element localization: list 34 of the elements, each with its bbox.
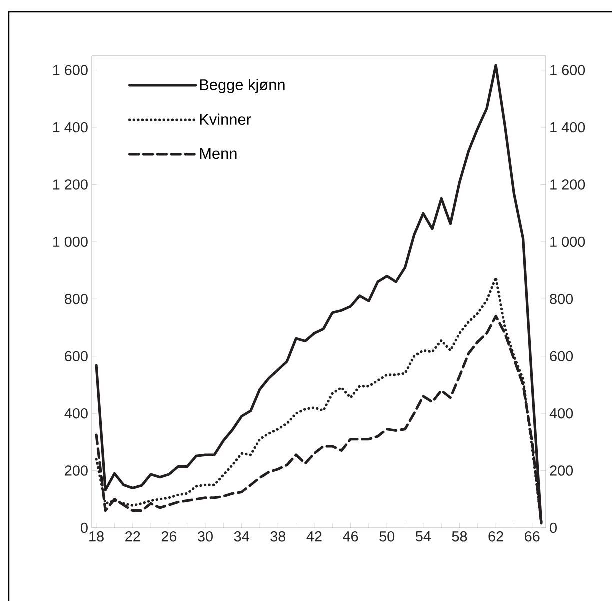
x-tick-label: 54 (416, 532, 432, 542)
y2-tick-label: 1 200 (550, 180, 586, 190)
y-tick-label: 600 (65, 351, 88, 362)
y2-tick-label: 1 400 (550, 122, 586, 133)
x-tick-label: 42 (306, 532, 322, 542)
y-tick-label: 200 (65, 466, 88, 476)
y2-tick-label: 1 600 (550, 65, 586, 76)
y2-tick-label: 400 (550, 408, 574, 419)
x-tick-label: 30 (198, 532, 213, 542)
legend-label: Menn (200, 148, 237, 160)
legend-label: Begge kjønn (200, 79, 285, 94)
y-tick-label: 1 000 (53, 236, 88, 248)
x-tick-label: 22 (126, 532, 140, 542)
x-tick-label: 58 (452, 532, 468, 542)
y-tick-label: 1 200 (53, 180, 88, 190)
y2-tick-label: 1 000 (550, 236, 586, 248)
x-tick-label: 18 (90, 532, 104, 542)
x-tick-label: 34 (234, 532, 250, 542)
y-tick-label: 400 (64, 408, 88, 419)
y2-tick-label: 0 (550, 522, 557, 534)
y-tick-label: 0 (81, 522, 88, 534)
y2-tick-label: 800 (550, 294, 574, 304)
x-tick-label: 26 (162, 532, 177, 542)
y-tick-label: 1 600 (53, 65, 88, 76)
x-tick-label: 38 (270, 532, 286, 542)
legend-label: Kvinner (200, 114, 252, 126)
x-tick-label: 50 (380, 532, 395, 542)
y2-tick-label: 600 (550, 351, 574, 362)
x-tick-label: 62 (488, 532, 504, 542)
y-tick-label: 800 (65, 294, 88, 304)
x-tick-label: 66 (525, 532, 540, 542)
x-tick-label: 46 (343, 532, 358, 542)
y-tick-label: 1 400 (53, 122, 88, 133)
y2-tick-label: 200 (550, 466, 574, 476)
